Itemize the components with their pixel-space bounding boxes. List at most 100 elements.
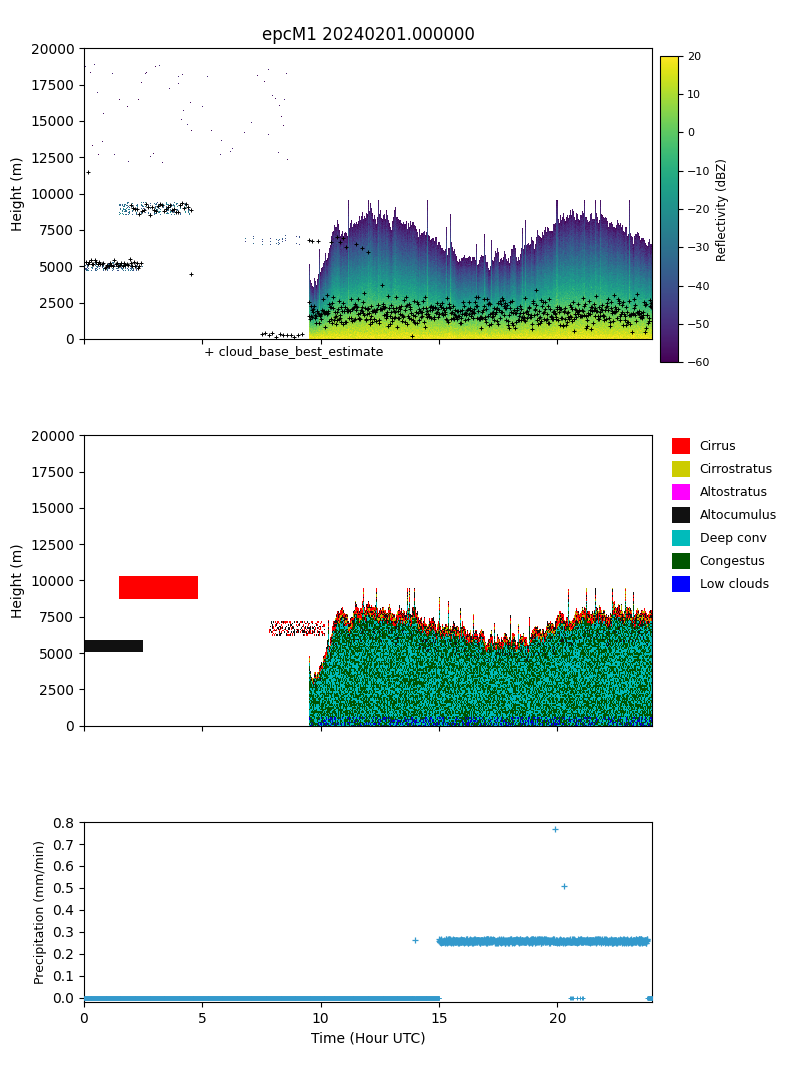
Point [566,934,578,951]
Point [479,932,492,949]
Point [120,989,133,1006]
Point [446,931,459,948]
Point [584,933,597,950]
Point [440,310,453,327]
Point [486,933,498,950]
Point [451,931,464,948]
Point [634,932,646,949]
Point [301,989,314,1006]
Point [525,306,538,324]
Point [346,989,358,1006]
Point [370,989,382,1006]
Point [245,989,258,1006]
Point [363,989,376,1006]
Point [316,989,329,1006]
Point [598,312,610,329]
Point [630,932,642,949]
Point [634,931,647,948]
Point [506,934,518,951]
Point [457,934,470,951]
Point [316,989,329,1006]
Point [601,933,614,950]
Point [191,989,204,1006]
Point [286,989,299,1006]
Point [516,310,529,327]
Point [385,303,398,320]
Point [610,310,623,327]
Point [605,933,618,950]
Point [413,989,426,1006]
Point [95,256,108,273]
Point [513,931,526,948]
Point [409,989,422,1006]
Point [338,989,350,1006]
Point [585,934,598,951]
Point [298,989,310,1006]
Point [237,989,250,1006]
Point [553,933,566,950]
Point [531,316,544,333]
Point [485,932,498,949]
Point [166,989,179,1006]
Point [230,989,242,1006]
Point [358,989,371,1006]
Point [598,933,610,950]
Point [400,989,413,1006]
Point [349,989,362,1006]
Point [310,989,323,1006]
Point [507,304,520,321]
Point [517,933,530,950]
Point [372,314,385,331]
Point [604,293,617,311]
Point [521,931,534,948]
Point [557,932,570,949]
Point [387,989,400,1006]
Point [130,989,142,1006]
Point [433,305,446,322]
Point [289,989,302,1006]
Point [564,309,577,326]
Point [405,989,418,1006]
Point [133,258,146,275]
Point [132,989,145,1006]
Point [616,297,629,314]
Point [134,989,147,1006]
Point [617,293,630,311]
Point [274,989,287,1006]
Point [116,989,129,1006]
Point [451,302,464,319]
Point [276,989,289,1006]
Point [522,305,534,322]
Point [570,932,583,949]
Point [633,933,646,950]
Point [202,989,215,1006]
Point [551,301,564,318]
Point [562,932,574,949]
Point [286,989,299,1006]
Point [493,932,506,949]
Point [627,932,640,949]
Point [92,989,105,1006]
Point [193,989,206,1006]
Point [542,932,554,949]
Point [457,933,470,950]
Point [617,932,630,949]
Point [315,989,328,1006]
Point [426,989,439,1006]
Point [627,932,640,949]
Point [633,932,646,949]
Point [558,877,571,894]
Point [472,931,485,948]
Point [638,324,651,341]
Point [208,989,221,1006]
Point [371,989,384,1006]
Point [307,989,320,1006]
Point [132,989,145,1006]
Point [147,201,160,218]
Point [167,989,180,1006]
Point [582,931,595,948]
Point [193,989,206,1006]
Point [542,290,555,307]
Point [506,934,519,951]
Point [513,312,526,329]
